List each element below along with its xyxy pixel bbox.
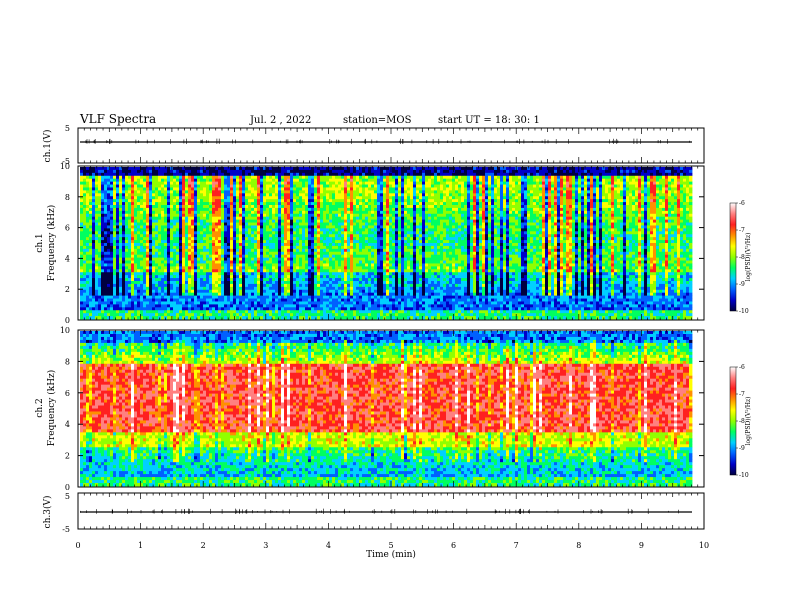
ch1-ytick-top: 5: [65, 124, 70, 133]
start-time-label: start UT = 18: 30: 1: [438, 115, 540, 126]
x-axis-label: Time (min): [366, 549, 416, 560]
colorbar-tick-label: -10: [739, 308, 749, 315]
ch2-spectrogram-ylabel-freq: Frequency (kHz): [46, 370, 57, 447]
xtick-label: 8: [576, 541, 581, 550]
colorbar-tick-label: -8: [739, 418, 745, 425]
colorbar-scale: [729, 366, 737, 476]
ch1-spectrogram-image: [80, 167, 693, 320]
xtick-label: 5: [388, 541, 393, 550]
xtick-label: 6: [451, 541, 456, 550]
xtick-label: 2: [201, 541, 206, 550]
ytick-label: 2: [65, 452, 70, 461]
xtick-label: 0: [75, 541, 80, 550]
colorbar-tick-label: -6: [739, 364, 745, 371]
colorbar-tick-label: -10: [739, 472, 749, 479]
xtick-label: 7: [514, 541, 519, 550]
ytick-label: 4: [65, 254, 70, 263]
ch2-spectrogram-yticks: 0 2 4 6 8 10: [60, 326, 704, 492]
panel-ch3-waveform: 5 -5 ch.3(V): [42, 492, 705, 534]
ytick-label: 0: [65, 316, 70, 325]
ch1-waveform-spikes: [85, 138, 690, 145]
colorbar-label: log(PSD)(V²/Hz): [745, 397, 752, 446]
colorbar-tick-label: -7: [739, 227, 745, 234]
colorbar-ch1: -6 -7 -8 -9 -10 log(PSD)(V²/Hz): [729, 200, 752, 315]
ytick-label: 10: [60, 326, 70, 335]
xtick-label: 10: [699, 541, 709, 550]
ch1-spectrogram-ylabel-freq: Frequency (kHz): [46, 205, 57, 282]
ytick-label: 0: [65, 483, 70, 492]
colorbar-tick-label: -9: [739, 445, 745, 452]
figure-title: VLF Spectra: [79, 112, 156, 126]
ytick-label: 4: [65, 420, 70, 429]
station-label: station=MOS: [343, 115, 412, 126]
ytick-label: 8: [65, 193, 70, 202]
ch3-waveform-spikes: [80, 508, 679, 515]
ytick-label: 2: [65, 285, 70, 294]
colorbar-scale: [729, 202, 737, 312]
panel-ch2-spectrogram: 0 2 4 6 8 10 ch.2 Frequency (kHz): [35, 326, 705, 492]
x-tick-marks: [77, 128, 705, 529]
ch1-waveform-ylabel: ch.1(V): [42, 130, 53, 163]
ch2-spectrogram-image: [80, 331, 693, 487]
colorbar-tick-label: -6: [739, 200, 745, 207]
xtick-label: 1: [138, 541, 143, 550]
ch2-spectrogram-ylabel-channel: ch.2: [35, 398, 45, 417]
panel-ch1-spectrogram: 0 2 4 6 8 10 ch.1 Frequency (kHz): [35, 162, 705, 325]
colorbar-tick-label: -7: [739, 391, 745, 398]
colorbar-ch2: -6 -7 -8 -9 -10 log(PSD)(V²/Hz): [729, 364, 752, 479]
x-tick-labels: 0 1 2 3 4 5 6 7 8 9 10: [75, 541, 709, 550]
xtick-label: 4: [326, 541, 331, 550]
colorbar-tick-label: -9: [739, 281, 745, 288]
colorbar-tick-label: -8: [739, 254, 745, 261]
panel-ch1-waveform: 5 -5 ch.1(V): [42, 124, 705, 166]
ch1-spectrogram-ylabel-channel: ch.1: [35, 233, 45, 252]
xtick-label: 3: [263, 541, 268, 550]
ytick-label: 10: [60, 162, 70, 171]
ytick-label: 6: [65, 224, 70, 233]
ch1-ytick-bottom: -5: [62, 157, 70, 166]
ytick-label: 8: [65, 357, 70, 366]
ch1-spectrogram-yticks: 0 2 4 6 8 10: [60, 162, 704, 325]
ch3-ytick-bottom: -5: [62, 525, 70, 534]
colorbar-label: log(PSD)(V²/Hz): [745, 233, 752, 282]
xtick-label: 9: [639, 541, 644, 550]
date-label: Jul. 2 , 2022: [249, 115, 311, 126]
ch3-ytick-top: 5: [65, 492, 70, 501]
ch3-waveform-ylabel: ch.3(V): [42, 496, 53, 529]
ytick-label: 6: [65, 389, 70, 398]
